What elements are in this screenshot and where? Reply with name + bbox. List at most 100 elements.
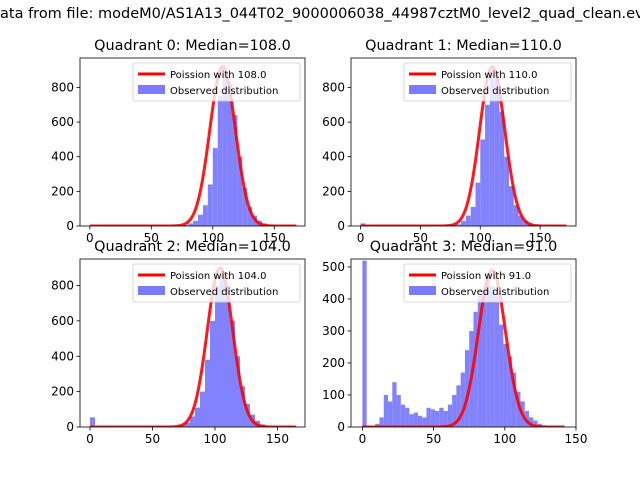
x-tick-label: 50	[144, 231, 159, 245]
histogram-bar	[490, 286, 495, 427]
histogram-bar	[198, 214, 203, 226]
histogram-bar	[426, 407, 431, 427]
histogram-bar	[447, 404, 453, 427]
y-tick-label: 0	[337, 219, 345, 233]
histogram-bar	[494, 78, 500, 226]
y-tick-label: 400	[322, 150, 345, 164]
y-tick-label: 800	[322, 80, 345, 94]
histogram-bar	[230, 320, 235, 427]
histogram-bar	[190, 416, 195, 427]
x-tick-label: 100	[493, 432, 516, 446]
y-tick-label: 200	[322, 184, 345, 198]
y-tick-label: 100	[322, 388, 345, 402]
histogram-bar	[200, 391, 205, 427]
histogram-bar	[473, 311, 478, 427]
subplot-title: Quadrant 1: Median=110.0	[365, 38, 562, 54]
legend-box	[132, 263, 301, 303]
histogram-bar	[518, 215, 524, 226]
histogram-bar	[232, 115, 238, 226]
histogram-bar	[217, 96, 223, 226]
axes-frame	[79, 57, 306, 227]
histogram-bar	[511, 372, 517, 427]
histogram-bar	[508, 186, 514, 226]
histogram-bar	[185, 422, 190, 427]
x-tick-label: 150	[565, 432, 588, 446]
axes-frame	[350, 57, 577, 227]
histogram-bar	[452, 395, 457, 427]
histogram-bar	[409, 414, 414, 427]
histogram-bar	[220, 273, 225, 427]
histogram-bar	[375, 423, 380, 427]
x-tick-label: 50	[426, 432, 441, 446]
plot-area	[359, 65, 568, 226]
x-tick-label: 150	[263, 231, 286, 245]
histogram-bar	[247, 206, 253, 226]
histogram-bar	[210, 320, 215, 427]
histogram-bar	[227, 82, 233, 226]
histogram-bar	[470, 206, 476, 226]
histogram-bar	[485, 104, 490, 226]
y-tick-label: 600	[51, 314, 74, 328]
histogram-bar	[516, 391, 521, 427]
plot-area	[89, 266, 298, 427]
legend-label: Poission with 108.0	[170, 70, 266, 81]
x-tick-label: 0	[86, 432, 94, 446]
x-tick-label: 150	[266, 432, 289, 446]
histogram-bar	[379, 417, 384, 427]
poisson-curve	[88, 65, 298, 226]
y-tick-label: 400	[322, 292, 345, 306]
y-tick-label: 400	[51, 150, 74, 164]
histogram-bar	[396, 395, 401, 427]
x-tick-label: 100	[201, 231, 224, 245]
histogram-bar	[392, 382, 397, 427]
histogram-bar	[215, 285, 220, 427]
histogram-bar	[235, 356, 240, 427]
histogram-bar	[503, 343, 508, 427]
histogram-bar	[222, 73, 228, 226]
histogram-bar	[212, 148, 218, 226]
y-tick-label: 600	[51, 115, 74, 129]
legend: Poission with 91.0 Observed distribution	[403, 263, 572, 303]
legend-label: Poission with 91.0	[441, 271, 531, 282]
legend-label: Observed distribution	[441, 287, 549, 298]
histogram-bar	[504, 156, 509, 226]
plot-area	[88, 65, 298, 226]
histogram-bar	[383, 395, 389, 427]
histogram-bar	[388, 401, 393, 427]
y-tick-label: 800	[51, 80, 74, 94]
legend-box	[403, 62, 572, 102]
legend-bar-swatch	[409, 286, 436, 295]
histogram-bar	[486, 273, 491, 427]
histogram-bar	[435, 411, 440, 427]
histogram-bar	[464, 350, 470, 427]
axes-frame	[79, 258, 306, 428]
figure-title: ata from file: modeM0/AS1A13_044T02_9000…	[0, 6, 640, 22]
histogram-bar	[460, 372, 465, 427]
histogram-bar	[225, 285, 230, 427]
y-tick-label: 200	[322, 356, 345, 370]
poisson-curve	[361, 268, 566, 427]
y-tick-label: 0	[66, 219, 74, 233]
histogram-bar	[422, 417, 427, 427]
histogram-bar	[480, 139, 486, 226]
histogram-bar	[499, 324, 504, 427]
x-tick-label: 0	[357, 231, 365, 245]
subplot-title: Quadrant 3: Median=91.0	[370, 239, 558, 255]
x-tick-label: 100	[204, 432, 227, 446]
histogram-bar	[183, 225, 189, 226]
y-tick-label: 200	[51, 184, 74, 198]
histogram-bar	[439, 407, 444, 427]
subplot-title: Quadrant 2: Median=104.0	[94, 239, 291, 255]
legend-label: Observed distribution	[170, 86, 278, 97]
legend-label: Poission with 104.0	[170, 271, 266, 282]
x-tick-label: 50	[413, 231, 428, 245]
histogram-bar	[529, 417, 534, 427]
histogram-bar	[240, 386, 245, 427]
y-tick-label: 300	[322, 324, 345, 338]
chart-panel-0: 0 50 100 150 0 200 400 600 800 Quadrant 0: Median…	[51, 38, 306, 245]
histogram-bar	[417, 415, 423, 427]
legend-label: Observed distribution	[170, 287, 278, 298]
histogram-bar	[507, 356, 512, 427]
histogram-bar	[456, 224, 462, 226]
